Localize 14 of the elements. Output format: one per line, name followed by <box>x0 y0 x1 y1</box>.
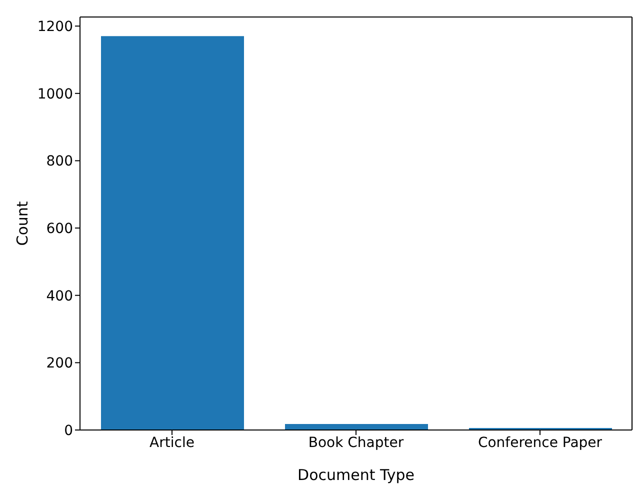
bar <box>101 36 244 430</box>
x-tick-label: Conference Paper <box>478 434 602 451</box>
bar <box>285 424 428 430</box>
y-tick-label: 0 <box>64 422 73 439</box>
y-tick-label: 1200 <box>37 19 73 36</box>
y-tick-label: 800 <box>46 154 73 170</box>
y-tick-label: 400 <box>46 288 73 304</box>
x-tick-label: Article <box>150 434 194 451</box>
x-axis-title: Document Type <box>298 466 414 484</box>
y-tick-label: 200 <box>46 356 73 372</box>
y-tick-label: 1000 <box>37 86 73 102</box>
y-axis-title: Count <box>13 201 32 246</box>
x-tick-label: Book Chapter <box>308 434 404 451</box>
y-tick-label: 600 <box>46 221 73 238</box>
